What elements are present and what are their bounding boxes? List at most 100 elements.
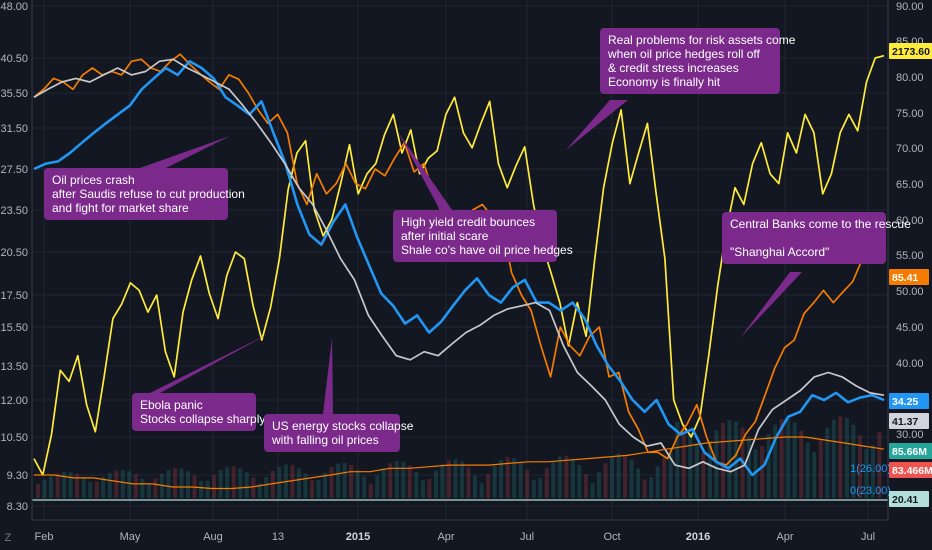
volume-bar (349, 464, 354, 498)
annotation-line: Economy is finally hit (608, 75, 721, 89)
right-tick-label: 80.00 (896, 72, 924, 84)
annotation-line: and fight for market share (52, 201, 189, 215)
volume-bar (792, 422, 797, 498)
volume-bar (871, 444, 875, 498)
annotation-pointer (150, 332, 272, 393)
volume-bar (642, 479, 647, 498)
left-tick-label: 8.30 (7, 501, 28, 513)
volume-bar (427, 479, 432, 498)
price-tag-bg (889, 393, 929, 409)
annotation-line: Oil prices crash (52, 173, 135, 187)
annotation-line: Ebola panic (140, 398, 203, 412)
volume-bar (668, 452, 673, 498)
price-tags: 2173.60 85.41 34.25 41.37 85.66M 83.466M 20.41 (889, 43, 932, 507)
annotation-line: when oil price hedges roll off (608, 47, 760, 61)
volume-bar (557, 456, 562, 498)
annotation-connectors (140, 100, 802, 414)
annotation-pointer (740, 272, 802, 338)
volume-bar (799, 430, 804, 498)
price-tag: 85.66M (889, 443, 932, 459)
volume-bar (812, 452, 817, 498)
x-tick-label: Apr (437, 531, 454, 543)
volume-bar (362, 476, 367, 498)
annotation-line: after initial scare (401, 229, 489, 243)
volume-bar (760, 446, 765, 498)
volume-bar (179, 468, 184, 498)
annotation-box: High yield credit bounces after initial s… (393, 210, 573, 262)
volume-bar (433, 470, 438, 498)
left-tick-label: 35.50 (0, 88, 28, 100)
volume-bar (101, 476, 106, 498)
volume-bar (466, 467, 471, 498)
volume-bar (486, 473, 491, 498)
volume-bar (583, 474, 588, 498)
price-tag: 2173.60 (889, 43, 932, 59)
x-tick-label: 2016 (686, 531, 710, 543)
x-tick-label: Jul (861, 531, 875, 543)
volume-bar (747, 437, 751, 498)
timezone-z-button[interactable]: Z (4, 532, 12, 544)
volume-bar (616, 453, 621, 498)
price-tag-bg (889, 269, 929, 285)
volume-bar (257, 483, 262, 498)
volume-bar (238, 468, 243, 498)
x-tick-label: Feb (35, 531, 54, 543)
volume-bar (42, 479, 47, 498)
volume-bar (146, 483, 151, 498)
x-tick-label: Oct (603, 531, 620, 543)
volume-bar (414, 472, 419, 498)
volume-bar (218, 470, 223, 498)
right-tick-label: 90.00 (896, 1, 924, 13)
annotation-pointer (323, 338, 333, 414)
volume-bar (590, 483, 595, 498)
left-tick-label: 40.50 (0, 53, 28, 65)
volume-bar (107, 473, 112, 498)
left-tick-label: 13.50 (0, 361, 28, 373)
price-tag-label: 41.37 (892, 416, 918, 428)
volume-bar (675, 422, 680, 498)
volume-bar (531, 479, 536, 498)
volume-bar (720, 423, 725, 498)
right-tick-label: 40.00 (896, 358, 924, 370)
annotation-line: Stocks collapse sharply (140, 412, 266, 426)
volume-bar (844, 418, 849, 498)
annotation-pointer (140, 136, 230, 176)
volume-bar (310, 480, 314, 498)
volume-bar (629, 460, 634, 498)
volume-bar (623, 454, 628, 498)
volume-bar (857, 435, 862, 498)
volume-bar (512, 458, 517, 498)
annotation-box: Real problems for risk assets come when o… (600, 28, 795, 94)
volume-bar (88, 481, 93, 498)
volume-bar (36, 484, 40, 498)
price-tag-label: 83.466M (892, 465, 932, 477)
volume-bar (831, 419, 836, 498)
volume-bar (649, 477, 654, 498)
volume-bar (323, 472, 327, 498)
volume-bar (655, 466, 660, 498)
volume-bar (864, 448, 869, 498)
volume-bar (407, 465, 412, 498)
price-tag-label: 20.41 (892, 494, 918, 506)
axes: 48.00 40.50 35.50 31.50 27.50 23.50 20.50 17.50… (0, 0, 924, 543)
volume-bar (173, 468, 177, 498)
x-tick-label: 13 (272, 531, 284, 543)
volume-bar (727, 420, 732, 498)
volume-bar (251, 477, 256, 498)
volume-bar (714, 430, 719, 498)
price-tag-bg (889, 43, 932, 59)
volume-bar (681, 425, 686, 498)
volume-bar (153, 478, 158, 498)
volume-bar (473, 475, 477, 498)
right-tick-label: 70.00 (896, 143, 924, 155)
volume-bar (388, 463, 393, 498)
series-line-4 (34, 436, 885, 490)
volume-bar (610, 456, 614, 498)
volume-bar (694, 443, 699, 498)
left-tick-label: 20.50 (0, 247, 28, 259)
volume-bar (564, 455, 569, 498)
volume-bar (877, 431, 882, 498)
volume-bar (212, 474, 217, 498)
left-tick-label: 27.50 (0, 164, 28, 176)
